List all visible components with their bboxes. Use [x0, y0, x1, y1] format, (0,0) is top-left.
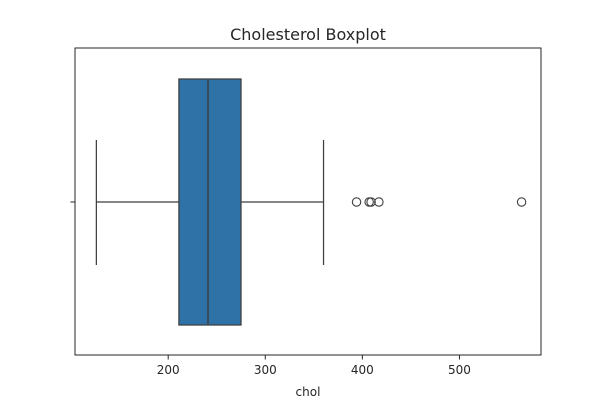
x-axis-label: chol — [296, 385, 321, 399]
outlier-point — [351, 197, 362, 207]
chart-title: Cholesterol Boxplot — [230, 25, 386, 44]
iqr-box — [178, 78, 242, 326]
plot-marks — [95, 78, 527, 326]
outlier-point — [366, 197, 376, 207]
x-tick-label: 200 — [157, 363, 180, 377]
x-tick-label: 300 — [254, 363, 277, 377]
outlier-point — [374, 197, 384, 207]
x-tick-label: 400 — [351, 363, 374, 377]
x-axis: 200 300 400 500 — [70, 201, 471, 377]
outlier-point — [516, 197, 527, 207]
outlier-point — [364, 197, 374, 207]
x-tick-label: 500 — [448, 363, 471, 377]
